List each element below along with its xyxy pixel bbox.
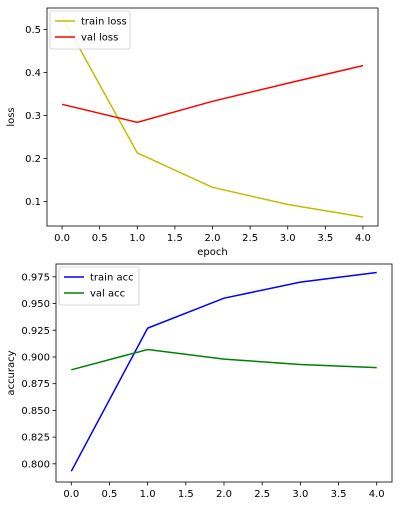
y-tick-label: 0.5 [25,25,41,36]
y-tick-label: 0.925 [21,326,50,337]
series-line-val-loss [61,64,364,124]
x-tick-label: 1.0 [129,233,145,244]
x-tick-label: 4.0 [369,489,385,500]
legend-label: val acc [90,289,125,300]
x-tick-label: 3.0 [292,489,308,500]
x-tick-label: 0.0 [54,233,70,244]
x-tick-label: 2.5 [242,233,258,244]
y-axis-label: loss [6,107,17,126]
legend-label: val loss [81,33,118,44]
x-tick-label: 3.5 [317,233,333,244]
y-tick-label: 0.2 [25,154,41,165]
legend: train acc val acc [58,266,140,306]
y-tick-label: 0.900 [21,352,50,363]
x-tick-label: 0.0 [63,489,79,500]
x-tick-label: 2.5 [254,489,270,500]
accuracy-chart: 0.0 0.5 1.0 1.5 2.0 2.5 3.0 3.5 4.0 0.800 0.825 0.8… [6,263,393,500]
x-tick-label: 1.5 [167,233,183,244]
x-tick-label: 2.0 [216,489,232,500]
y-tick-label: 0.3 [25,111,41,122]
x-tick-label: 3.5 [331,489,347,500]
series-line-train-acc [70,271,377,472]
x-tick-label: 1.0 [140,489,156,500]
legend-label: train acc [90,273,134,284]
x-tick-label: 2.0 [205,233,221,244]
y-tick-label: 0.850 [21,406,50,417]
x-tick-label: 0.5 [92,233,108,244]
x-tick-label: 4.0 [355,233,371,244]
loss-chart: 0.0 0.5 1.0 1.5 2.0 2.5 3.0 3.5 4.0 0.1 0.2 0.3 0.4 0… [6,7,379,258]
x-axis-label: epoch [197,247,227,258]
y-tick-label: 0.825 [21,433,50,444]
series-line-train-loss [61,16,364,218]
series-line-val-acc [71,348,377,371]
y-tick-label: 0.875 [21,379,50,390]
y-tick-label: 0.950 [21,299,50,310]
x-tick-label: 1.5 [178,489,194,500]
y-tick-label: 0.1 [25,197,41,208]
x-tick-label: 3.0 [280,233,296,244]
y-tick-label: 0.800 [21,459,50,470]
x-tick-label: 0.5 [102,489,118,500]
y-axis-label: accuracy [6,350,17,395]
legend-label: train loss [81,17,127,28]
y-tick-label: 0.975 [21,272,50,283]
legend: train loss val loss [49,10,131,50]
y-tick-label: 0.4 [25,68,41,79]
